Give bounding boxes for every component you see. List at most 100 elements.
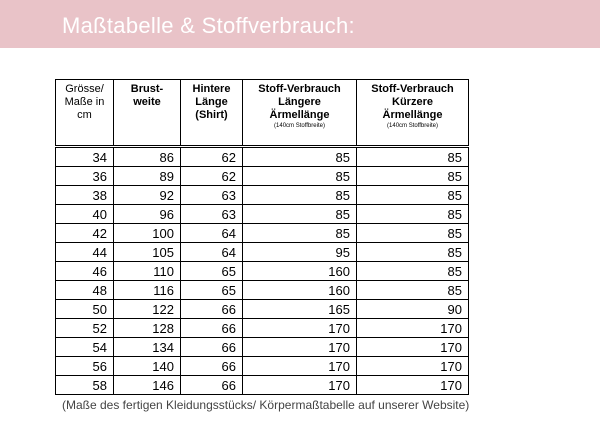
table-cell: 160 <box>242 280 357 300</box>
table-cell: 63 <box>180 185 243 205</box>
table-cell: 116 <box>113 280 181 300</box>
table-cell: 85 <box>242 204 357 224</box>
table-row: 34 86 62 85 85 <box>55 146 469 167</box>
table-row: 52 128 66 170 170 <box>55 318 469 338</box>
table-cell: 64 <box>180 223 243 243</box>
header-line: Brust- <box>130 83 164 95</box>
table-row: 54 134 66 170 170 <box>55 337 469 357</box>
table-row: 44 105 64 95 85 <box>55 242 469 262</box>
table-body: 34 86 62 85 85 36 89 62 85 85 38 92 63 85 85 40 96 63 85 85… <box>55 146 469 395</box>
table-cell: 36 <box>55 166 114 186</box>
table-row: 56 140 66 170 170 <box>55 356 469 376</box>
table-cell: 85 <box>356 146 469 167</box>
table-cell: 65 <box>180 280 243 300</box>
table-cell: 170 <box>356 356 469 376</box>
header-line: Ärmellänge <box>269 109 330 121</box>
table-cell: 52 <box>55 318 114 338</box>
header-line: Hintere <box>192 83 231 95</box>
table-cell: 85 <box>356 242 469 262</box>
table-cell: 34 <box>55 146 114 167</box>
table-cell: 85 <box>356 261 469 281</box>
column-header: Stoff-Verbrauch Längere Ärmellänge (140cm S… <box>242 79 357 148</box>
table-cell: 90 <box>356 299 469 319</box>
table-cell: 46 <box>55 261 114 281</box>
table-cell: 85 <box>356 223 469 243</box>
table-cell: 64 <box>180 242 243 262</box>
table-cell: 66 <box>180 299 243 319</box>
table-cell: 134 <box>113 337 181 357</box>
title: Maßtabelle & Stoffverbrauch: <box>62 13 355 38</box>
table-cell: 170 <box>242 375 357 395</box>
table-row: 36 89 62 85 85 <box>55 166 469 186</box>
size-table: Grösse/Maße in cm Brust-weite Hintere Länge(… <box>55 79 469 395</box>
table-cell: 85 <box>356 166 469 186</box>
table-cell: 170 <box>356 318 469 338</box>
header-note: (140cm Stoffbreite) <box>274 123 325 129</box>
table-cell: 66 <box>180 356 243 376</box>
table-row: 50 122 66 165 90 <box>55 299 469 319</box>
table-cell: 62 <box>180 146 243 167</box>
table-cell: 85 <box>356 280 469 300</box>
column-header: Grösse/Maße in cm <box>55 79 114 148</box>
table-cell: 44 <box>55 242 114 262</box>
table-row: 42 100 64 85 85 <box>55 223 469 243</box>
table-cell: 42 <box>55 223 114 243</box>
header-line: Maße in <box>64 96 105 108</box>
header-line: Längere <box>278 96 321 108</box>
table-row: 38 92 63 85 85 <box>55 185 469 205</box>
table-cell: 58 <box>55 375 114 395</box>
header-line: weite <box>133 96 161 108</box>
table-cell: 50 <box>55 299 114 319</box>
header-line: Länge <box>195 96 228 108</box>
table-cell: 140 <box>113 356 181 376</box>
table-cell: 85 <box>356 204 469 224</box>
header-line: Stoff-Verbrauch <box>371 83 454 95</box>
banner <box>0 0 600 48</box>
table-cell: 85 <box>242 146 357 167</box>
header-line: Stoff-Verbrauch <box>258 83 341 95</box>
table-cell: 63 <box>180 204 243 224</box>
header-note: (140cm Stoffbreite) <box>387 123 438 129</box>
table-cell: 110 <box>113 261 181 281</box>
table-cell: 170 <box>356 375 469 395</box>
table-cell: 54 <box>55 337 114 357</box>
table-row: 46 110 65 160 85 <box>55 261 469 281</box>
table-cell: 66 <box>180 375 243 395</box>
table-cell: 92 <box>113 185 181 205</box>
table-cell: 122 <box>113 299 181 319</box>
table-cell: 48 <box>55 280 114 300</box>
table-cell: 85 <box>242 223 357 243</box>
column-header: Hintere Länge (Shirt) <box>180 79 243 148</box>
table-cell: 128 <box>113 318 181 338</box>
table-cell: 62 <box>180 166 243 186</box>
table-row: 40 96 63 85 85 <box>55 204 469 224</box>
table-cell: 56 <box>55 356 114 376</box>
table-cell: 165 <box>242 299 357 319</box>
header-line: Grösse/ <box>65 83 104 95</box>
header-line: Ärmellänge <box>382 109 443 121</box>
table-cell: 95 <box>242 242 357 262</box>
table-cell: 85 <box>242 185 357 205</box>
table-cell: 40 <box>55 204 114 224</box>
table-cell: 96 <box>113 204 181 224</box>
table-cell: 66 <box>180 337 243 357</box>
header-row: Grösse/Maße in cm Brust-weite Hintere Länge(… <box>55 79 469 148</box>
table-cell: 105 <box>113 242 181 262</box>
table-cell: 170 <box>242 356 357 376</box>
table-cell: 89 <box>113 166 181 186</box>
table-cell: 38 <box>55 185 114 205</box>
header-line: cm <box>77 109 92 121</box>
table-cell: 146 <box>113 375 181 395</box>
table-cell: 86 <box>113 146 181 167</box>
table-cell: 170 <box>356 337 469 357</box>
table-cell: 65 <box>180 261 243 281</box>
column-header: Stoff-Verbrauch Kürzere Ärmellänge (140cm S… <box>356 79 469 148</box>
table-cell: 170 <box>242 318 357 338</box>
header-line: (Shirt) <box>195 109 228 121</box>
table-cell: 170 <box>242 337 357 357</box>
table-cell: 160 <box>242 261 357 281</box>
footnote: (Maße des fertigen Kleidungsstücks/ Körp… <box>62 398 470 412</box>
table-cell: 66 <box>180 318 243 338</box>
table-cell: 85 <box>242 166 357 186</box>
